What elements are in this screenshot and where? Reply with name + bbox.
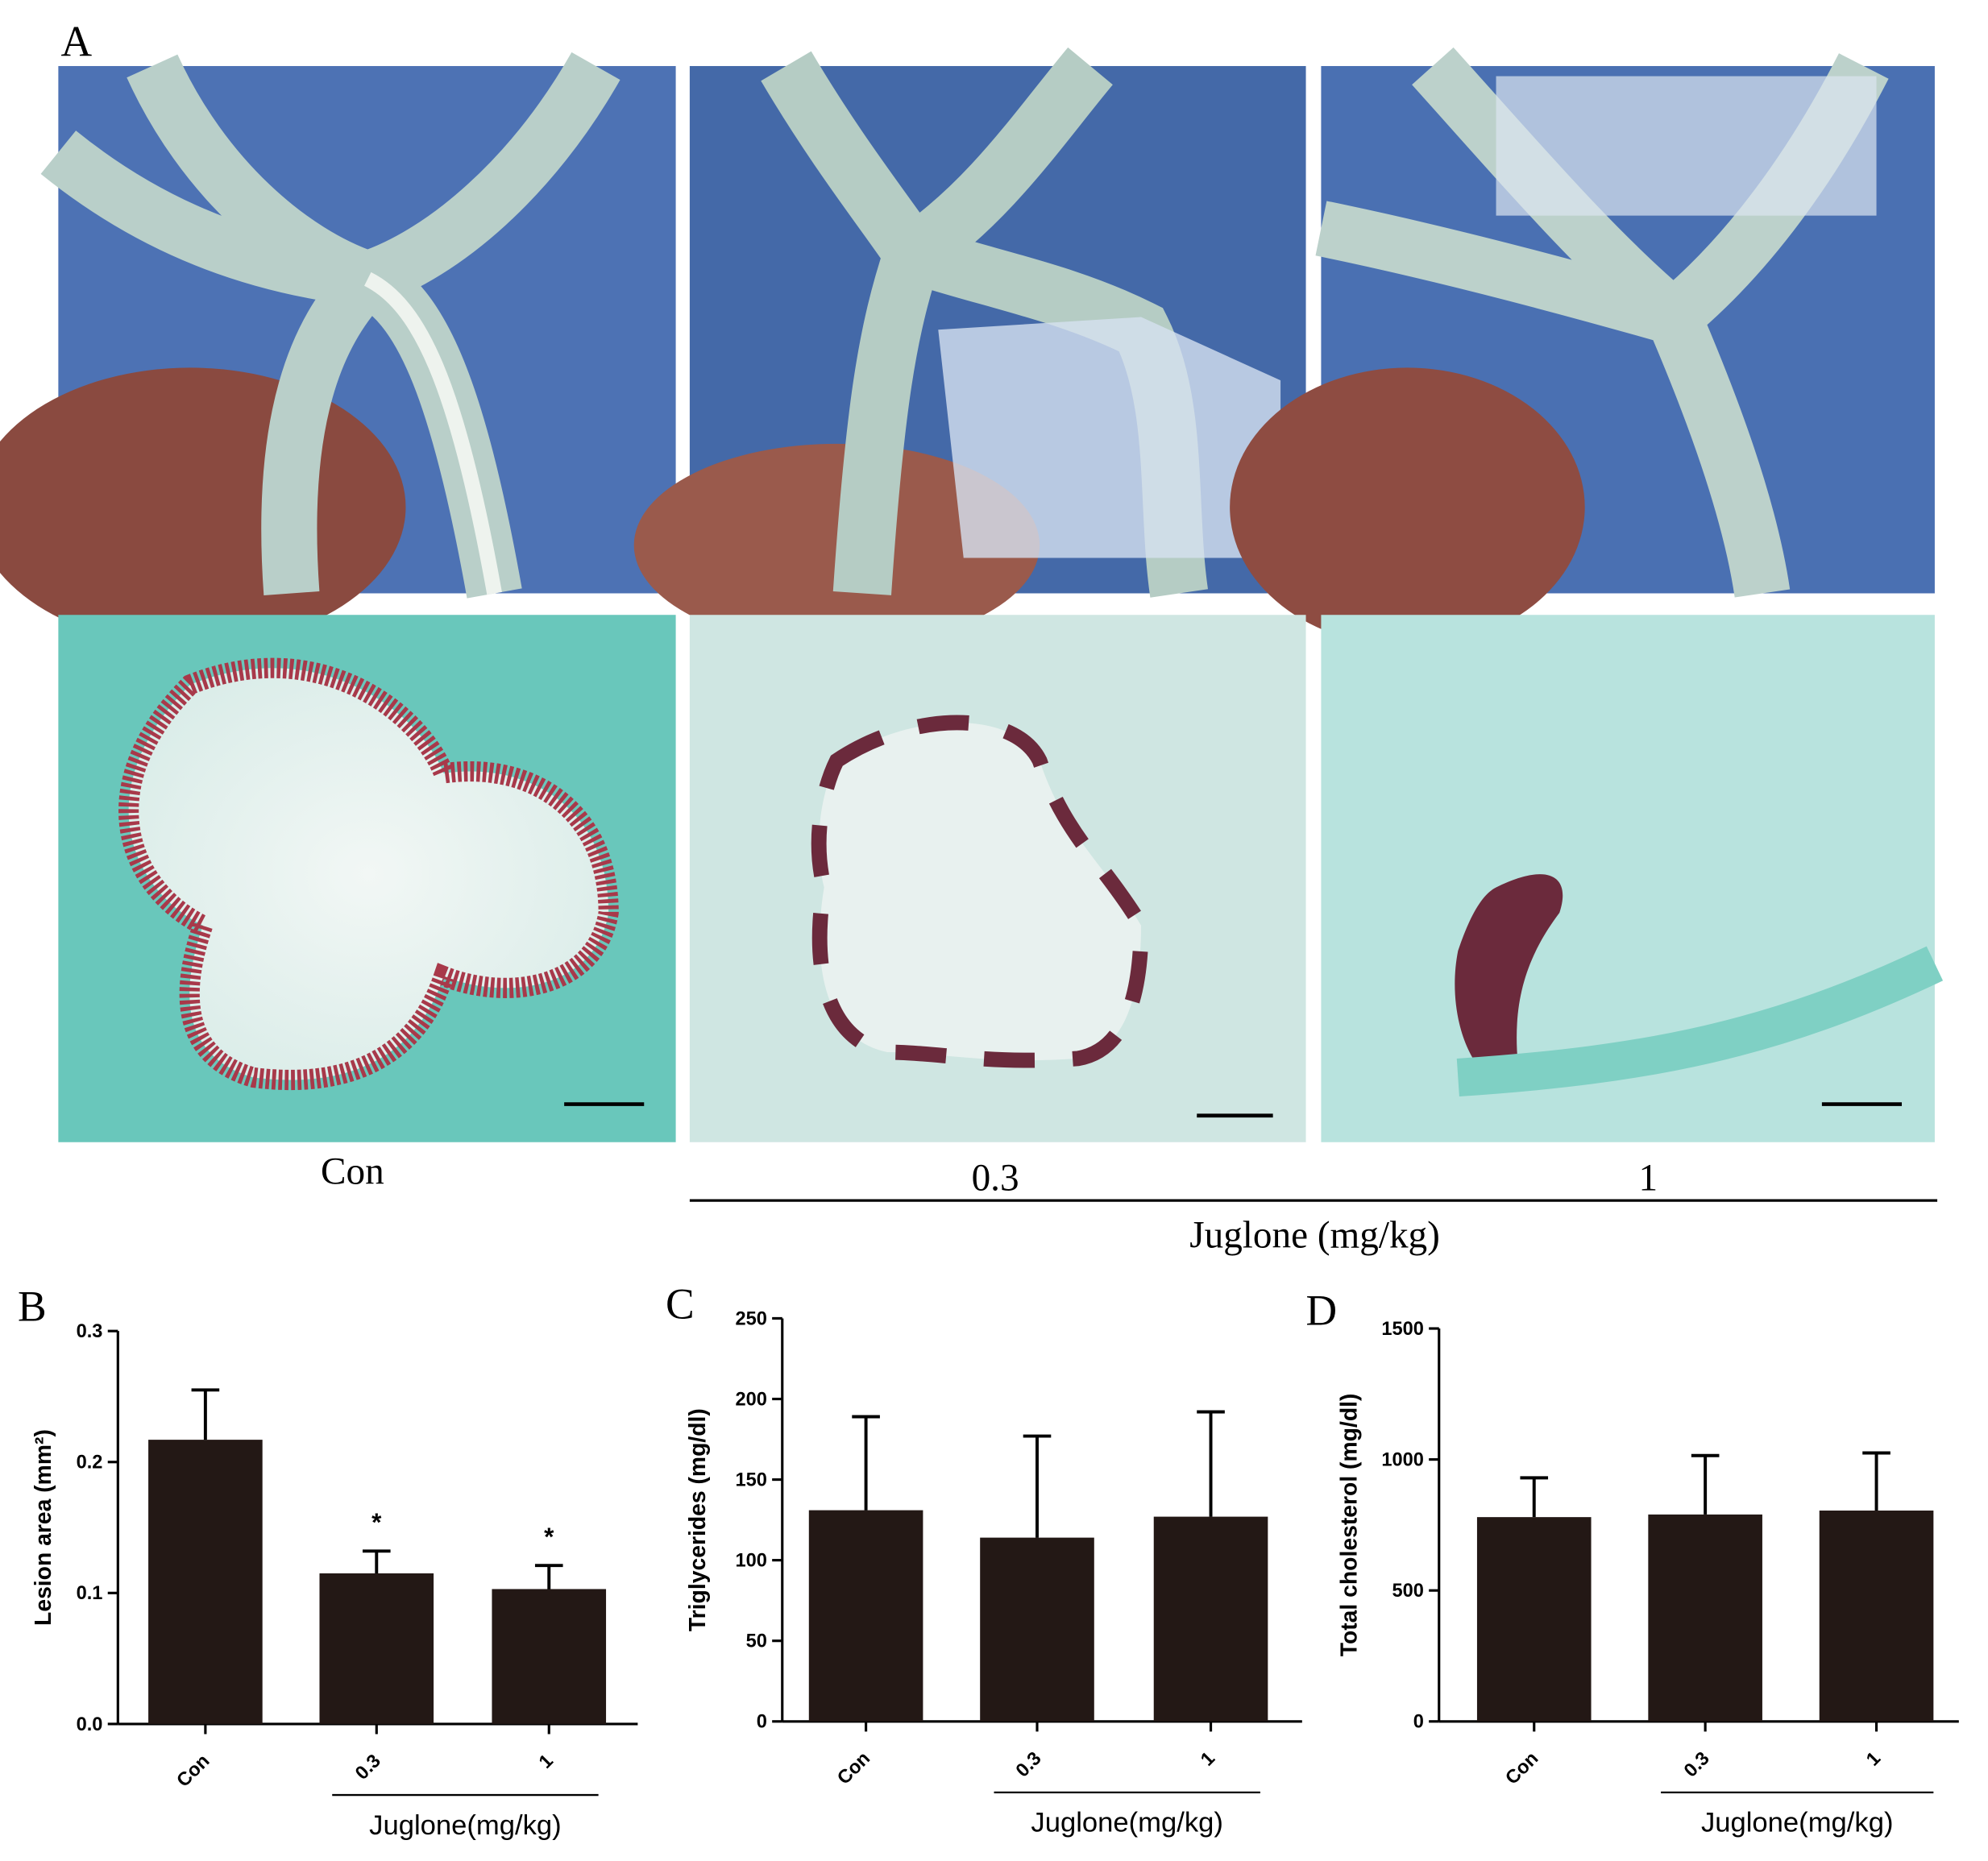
y-tick-label: 50 (746, 1631, 767, 1652)
bar (148, 1440, 263, 1724)
annotation: * (371, 1508, 382, 1536)
bar (1476, 1517, 1592, 1722)
x-tick-label: 1 (1862, 1748, 1885, 1771)
y-axis-label: Triglycerides (mg/dl) (685, 1408, 711, 1631)
bar (319, 1573, 434, 1724)
annotation: * (544, 1523, 554, 1551)
y-tick-label: 500 (1392, 1581, 1423, 1602)
photo-row-top (0, 47, 1935, 647)
error-bar (362, 1549, 391, 1573)
group-label: Juglone(mg/kg) (1701, 1808, 1894, 1838)
x-tick-label: 0.3 (1012, 1748, 1046, 1782)
y-tick-label: 0.3 (77, 1321, 103, 1342)
photo (689, 615, 1306, 1142)
y-tick-label: 250 (735, 1308, 766, 1329)
bar (492, 1589, 607, 1724)
y-tick-label: 0.1 (77, 1583, 103, 1604)
photo (58, 615, 676, 1142)
bar (1153, 1516, 1268, 1722)
y-tick-label: 200 (735, 1389, 766, 1410)
bar (1819, 1511, 1934, 1722)
y-tick-label: 1000 (1381, 1449, 1424, 1470)
error-bar (1520, 1476, 1549, 1518)
y-tick-label: 1500 (1381, 1319, 1424, 1340)
group-title: Juglone (mg/kg) (1189, 1214, 1440, 1256)
y-tick-label: 100 (735, 1551, 766, 1572)
group-label: Juglone(mg/kg) (369, 1810, 562, 1841)
photo-row-bottom (58, 615, 1944, 1142)
x-tick-label: Con (173, 1751, 214, 1792)
error-bar (191, 1388, 220, 1440)
y-tick-label: 0 (757, 1712, 767, 1733)
y-tick-label: 0.2 (77, 1453, 103, 1473)
error-bar (1197, 1410, 1225, 1517)
x-tick-label: 0.3 (1680, 1748, 1714, 1782)
error-bar (852, 1415, 880, 1511)
y-tick-label: 0 (1413, 1712, 1424, 1733)
y-tick-label: 0.0 (77, 1714, 103, 1735)
y-tick-label: 150 (735, 1469, 766, 1490)
x-tick-label: 1 (1197, 1748, 1219, 1771)
group-label: Con (321, 1151, 384, 1193)
panel-label: B (18, 1283, 47, 1331)
y-axis-label: Total cholesterol (mg/dl) (1336, 1394, 1362, 1657)
y-axis-label: Lesion area (mm²) (31, 1429, 56, 1626)
x-tick-label: Con (1501, 1748, 1542, 1789)
photo (1230, 47, 1935, 647)
photo (633, 47, 1306, 647)
error-bar (1691, 1453, 1720, 1515)
bar (808, 1510, 923, 1722)
group-label: Juglone(mg/kg) (1031, 1808, 1223, 1838)
error-bar (1023, 1434, 1052, 1538)
x-tick-label: 1 (535, 1751, 558, 1773)
x-tick-label: Con (833, 1748, 874, 1789)
error-bar (1862, 1451, 1890, 1511)
error-bar (534, 1564, 563, 1590)
bar (1648, 1514, 1762, 1722)
panel-label: C (666, 1279, 695, 1328)
panel-label: A (61, 17, 93, 65)
panel-label: D (1306, 1286, 1338, 1334)
group-label: 1 (1639, 1158, 1658, 1200)
photo (0, 52, 676, 647)
bar (980, 1537, 1094, 1722)
photo (1321, 615, 1944, 1142)
x-tick-label: 0.3 (351, 1751, 385, 1784)
group-label: 0.3 (972, 1158, 1019, 1200)
